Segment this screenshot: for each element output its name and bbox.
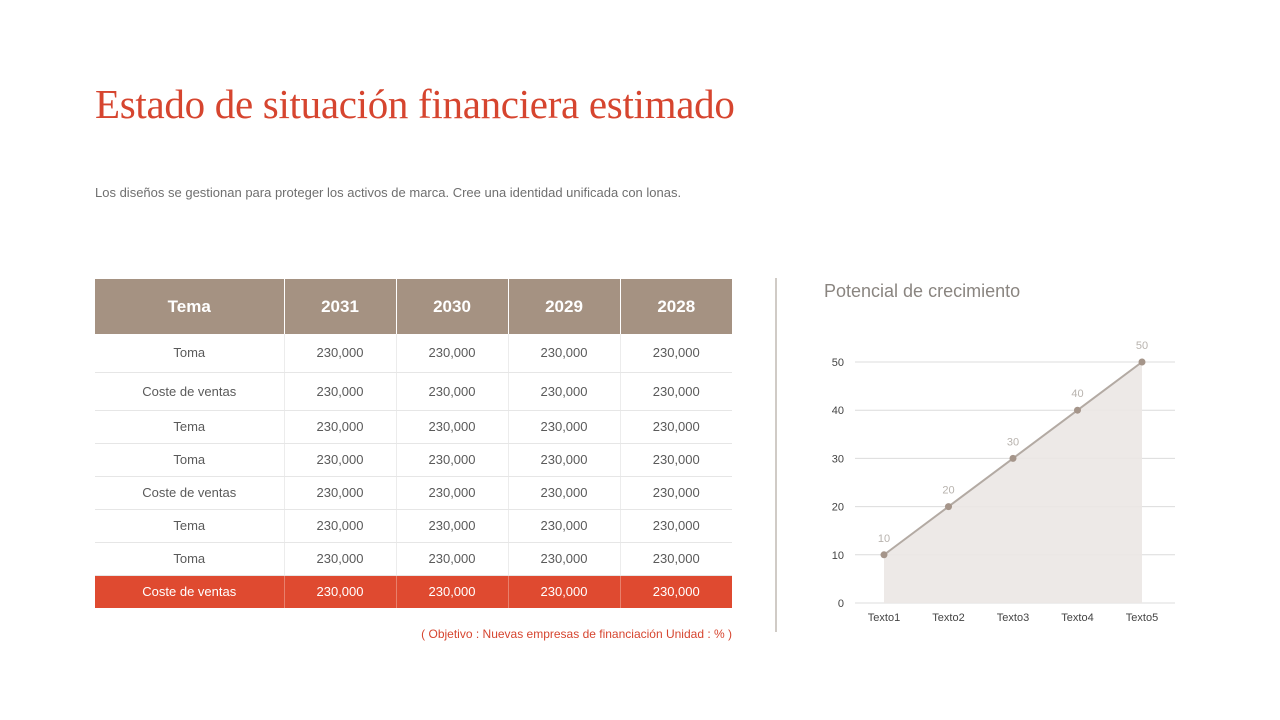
y-tick-label: 10 (832, 550, 844, 562)
table-row-highlighted: Coste de ventas 230,000 230,000 230,000 … (95, 575, 732, 608)
data-label: 30 (1007, 436, 1019, 448)
x-tick-label: Texto4 (1061, 612, 1093, 624)
data-label: 50 (1136, 340, 1148, 352)
data-point (880, 551, 888, 559)
y-tick-label: 20 (832, 502, 844, 514)
table-row: Toma 230,000 230,000 230,000 230,000 (95, 542, 732, 576)
table-cell: 230,000 (620, 575, 732, 608)
page-title: Estado de situación financiera estimado (95, 81, 735, 127)
table-cell: 230,000 (396, 334, 509, 373)
column-header: 2028 (620, 279, 732, 334)
table-cell: 230,000 (620, 372, 732, 411)
data-point (1138, 358, 1146, 366)
table-cell: 230,000 (284, 575, 397, 608)
table-cell: 230,000 (508, 476, 621, 510)
table-cell: 230,000 (508, 410, 621, 444)
table-cell: 230,000 (284, 334, 397, 373)
x-tick-label: Texto1 (868, 612, 900, 624)
table-header-row: Tema 2031 2030 2029 2028 (95, 279, 732, 334)
table-cell: 230,000 (508, 542, 621, 576)
table-cell: 230,000 (508, 443, 621, 477)
table-cell: Tema (95, 410, 285, 444)
table-cell: 230,000 (508, 334, 621, 373)
table-cell: 230,000 (620, 410, 732, 444)
table-cell: 230,000 (396, 443, 509, 477)
table-cell: 230,000 (620, 476, 732, 510)
x-tick-label: Texto2 (932, 612, 964, 624)
table-cell: 230,000 (396, 509, 509, 543)
x-tick-label: Texto5 (1126, 612, 1158, 624)
data-point (1074, 406, 1081, 414)
page-subtitle: Los diseños se gestionan para proteger l… (95, 185, 682, 200)
data-point (1009, 454, 1017, 462)
table-row: Tema 230,000 230,000 230,000 230,000 (95, 509, 732, 543)
financial-table: Tema 2031 2030 2029 2028 Toma 230,000 23… (95, 279, 732, 608)
y-tick-label: 0 (838, 598, 844, 610)
table-cell: 230,000 (620, 334, 732, 373)
table-row: Coste de ventas 230,000 230,000 230,000 … (95, 476, 732, 510)
table-cell: Toma (95, 443, 285, 477)
table-cell: 230,000 (620, 509, 732, 543)
table-cell: 230,000 (284, 410, 397, 444)
data-label: 20 (942, 485, 954, 497)
table-cell: Toma (95, 334, 285, 373)
table-cell: Coste de ventas (95, 372, 285, 411)
y-tick-label: 50 (832, 357, 844, 369)
data-label: 10 (878, 533, 890, 545)
table-cell: 230,000 (620, 542, 732, 576)
table-footnote: ( Objetivo : Nuevas empresas de financia… (421, 627, 732, 641)
table-cell: 230,000 (396, 542, 509, 576)
table-cell: 230,000 (508, 509, 621, 543)
table-cell: 230,000 (396, 575, 509, 608)
table-cell: 230,000 (284, 509, 397, 543)
table-row: Coste de ventas 230,000 230,000 230,000 … (95, 372, 732, 411)
data-point (945, 503, 952, 511)
table-cell: 230,000 (284, 443, 397, 477)
column-header: 2031 (284, 279, 397, 334)
table-cell: 230,000 (396, 372, 509, 411)
table-row: Toma 230,000 230,000 230,000 230,000 (95, 334, 732, 373)
column-header: 2029 (508, 279, 621, 334)
table-cell: Tema (95, 509, 285, 543)
table-cell: 230,000 (620, 443, 732, 477)
table-cell: 230,000 (396, 476, 509, 510)
table-cell: 230,000 (508, 575, 621, 608)
y-tick-label: 30 (832, 453, 844, 465)
table-cell: 230,000 (284, 476, 397, 510)
table-cell: Toma (95, 542, 285, 576)
growth-area-chart: 0 10 20 30 40 50 10 20 30 40 50 Texto1 Texto2 Texto3 T… (832, 340, 1175, 624)
table-cell: 230,000 (396, 410, 509, 444)
table-cell: 230,000 (284, 542, 397, 576)
table-row: Toma 230,000 230,000 230,000 230,000 (95, 443, 732, 477)
table-cell: Coste de ventas (95, 476, 285, 510)
table-cell: 230,000 (284, 372, 397, 411)
column-header: Tema (95, 279, 285, 334)
y-tick-label: 40 (832, 405, 844, 417)
data-label: 40 (1071, 388, 1083, 400)
table-cell: Coste de ventas (95, 575, 285, 608)
chart-title: Potencial de crecimiento (824, 281, 1021, 301)
column-header: 2030 (396, 279, 509, 334)
area-fill (884, 362, 1142, 603)
table-cell: 230,000 (508, 372, 621, 411)
vertical-divider (775, 278, 777, 632)
table-row: Tema 230,000 230,000 230,000 230,000 (95, 410, 732, 444)
x-tick-label: Texto3 (997, 612, 1029, 624)
